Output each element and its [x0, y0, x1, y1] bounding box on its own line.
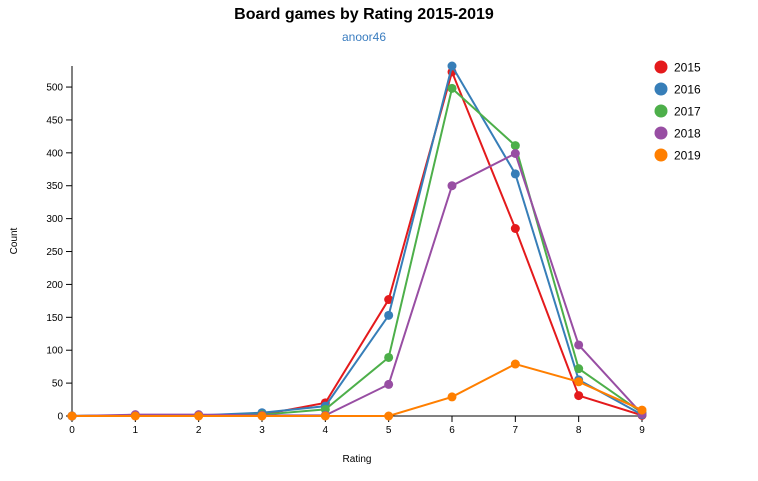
chart-title: Board games by Rating 2015-2019: [234, 6, 494, 23]
legend-swatch: [654, 60, 668, 74]
data-point-2016: [384, 310, 394, 320]
legend-item-2019: 2019: [654, 148, 701, 163]
data-point-2019: [67, 411, 77, 421]
x-tick: 8: [576, 416, 582, 436]
x-tick-label: 2: [196, 425, 202, 436]
y-tick: 500: [46, 83, 72, 94]
y-tick-label: 50: [52, 379, 64, 390]
data-point-2016: [510, 169, 520, 179]
data-point-2015: [384, 295, 394, 305]
legend-label: 2017: [674, 105, 701, 119]
legend: 2015 2016 2017 2018 2019: [654, 60, 701, 163]
series-2015: [67, 67, 647, 421]
y-tick: 350: [46, 181, 72, 192]
y-tick-label: 450: [46, 115, 63, 126]
legend-label: 2016: [674, 83, 701, 97]
x-tick-label: 0: [69, 425, 75, 436]
x-tick-label: 6: [449, 425, 455, 436]
data-point-2017: [510, 141, 520, 151]
y-tick-label: 0: [57, 412, 63, 423]
legend-item-2018: 2018: [654, 126, 701, 141]
series-line-2019: [72, 362, 643, 417]
data-point-2018: [510, 149, 520, 158]
data-point-2015: [574, 391, 584, 401]
series-2016: [67, 61, 647, 421]
data-point-2019: [510, 359, 520, 369]
data-point-2018: [447, 181, 457, 191]
y-axis: 0 50 100 150 200 250 300 350 400 450 500: [46, 66, 73, 423]
x-tick-label: 8: [576, 425, 582, 436]
series-group: [67, 61, 647, 421]
data-point-2019: [574, 377, 584, 387]
series-2019: [67, 359, 647, 421]
data-point-2018: [384, 379, 394, 389]
y-tick-label: 250: [46, 247, 63, 258]
y-tick: 450: [46, 115, 72, 126]
y-tick: 250: [46, 247, 72, 258]
data-point-2016: [447, 61, 457, 71]
legend-swatch: [654, 126, 668, 140]
x-tick-label: 5: [386, 425, 392, 436]
data-point-2017: [447, 83, 457, 93]
series-line-2016: [71, 63, 643, 417]
y-tick-label: 300: [46, 214, 63, 225]
y-tick: 200: [46, 280, 72, 291]
y-tick: 50: [52, 379, 72, 390]
y-tick: 300: [46, 214, 72, 225]
legend-item-2016: 2016: [654, 82, 701, 97]
x-tick-label: 9: [639, 425, 645, 436]
data-point-2018: [574, 340, 584, 350]
y-tick-label: 100: [46, 346, 63, 357]
x-tick: 7: [513, 416, 519, 436]
series-2018: [67, 149, 647, 421]
y-tick-label: 350: [46, 181, 63, 192]
y-axis-label: Count: [9, 227, 20, 254]
legend-label: 2019: [674, 149, 701, 163]
x-axis-label: Rating: [343, 454, 372, 465]
y-tick: 400: [46, 148, 72, 159]
legend-swatch: [654, 104, 668, 118]
legend-label: 2018: [674, 127, 701, 141]
data-point-2019: [384, 411, 394, 421]
data-point-2019: [257, 411, 267, 421]
data-point-2017: [574, 364, 584, 374]
y-tick-label: 500: [46, 83, 63, 94]
x-axis: 0 1 2 3 4 5 6 7 8 9: [69, 415, 645, 436]
data-point-2019: [130, 411, 140, 421]
data-point-2019: [320, 411, 330, 421]
series-2017: [67, 83, 647, 421]
data-point-2015: [510, 224, 520, 233]
y-tick: 100: [46, 346, 72, 357]
x-tick-label: 4: [323, 425, 329, 436]
y-tick: 150: [46, 313, 72, 324]
x-tick-label: 1: [133, 425, 139, 436]
data-point-2019: [637, 405, 647, 415]
legend-label: 2015: [674, 61, 701, 75]
x-tick: 6: [449, 416, 455, 436]
data-point-2017: [384, 352, 394, 362]
legend-item-2015: 2015: [654, 60, 701, 75]
x-tick-label: 7: [513, 425, 519, 436]
y-tick-label: 400: [46, 148, 63, 159]
data-point-2019: [447, 392, 457, 402]
legend-item-2017: 2017: [654, 104, 701, 119]
series-line-2018: [71, 152, 643, 417]
x-tick-label: 3: [259, 425, 265, 436]
chart-subtitle: anoor46: [341, 30, 387, 44]
y-tick-label: 200: [46, 280, 63, 291]
series-line-2017: [71, 86, 643, 417]
legend-swatch: [654, 82, 668, 96]
y-tick-label: 150: [46, 313, 63, 324]
data-point-2019: [194, 411, 204, 421]
legend-swatch: [654, 148, 668, 162]
series-line-2015: [71, 68, 643, 417]
